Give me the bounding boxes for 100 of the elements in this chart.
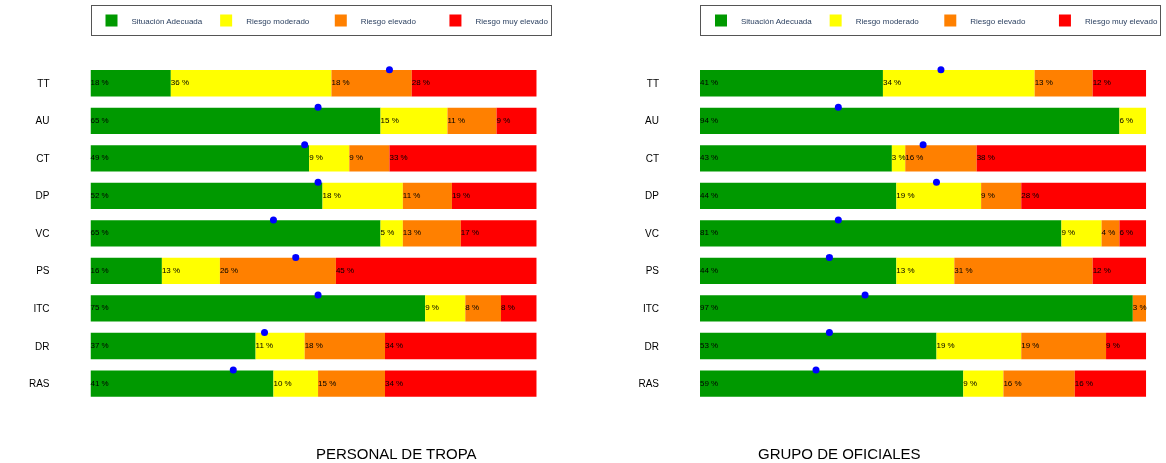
y-tick-label: CT bbox=[645, 152, 659, 164]
data-label: 18 % bbox=[322, 190, 341, 200]
bar bbox=[309, 145, 350, 172]
bar bbox=[936, 332, 1022, 360]
bar bbox=[219, 257, 336, 285]
point bbox=[825, 328, 833, 336]
data-label: 8 % bbox=[465, 303, 480, 313]
y-tick-label: TT bbox=[37, 77, 50, 89]
data-label: 34 % bbox=[882, 78, 902, 88]
data-label: 13 % bbox=[402, 228, 422, 238]
data-label: 36 % bbox=[170, 78, 190, 88]
bar bbox=[451, 182, 537, 209]
data-label: 16 % bbox=[1003, 378, 1022, 388]
bar bbox=[318, 370, 385, 397]
bar bbox=[384, 332, 537, 360]
bar bbox=[90, 145, 310, 172]
point bbox=[834, 216, 842, 224]
bar bbox=[349, 145, 390, 172]
data-label: 8 % bbox=[501, 303, 515, 313]
data-label: 19 % bbox=[896, 190, 915, 200]
bar bbox=[896, 182, 982, 209]
data-label: 12 % bbox=[1092, 78, 1111, 88]
point bbox=[919, 141, 927, 149]
data-label: 81 % bbox=[700, 228, 719, 238]
bar bbox=[1092, 70, 1147, 97]
bar bbox=[335, 257, 537, 285]
bar bbox=[700, 370, 964, 397]
data-label: 3 % bbox=[891, 153, 906, 163]
bar bbox=[384, 370, 537, 397]
bar bbox=[700, 220, 1062, 247]
point bbox=[825, 253, 833, 261]
bar bbox=[1074, 370, 1147, 397]
data-label: 38 % bbox=[976, 153, 995, 163]
data-label: 31 % bbox=[954, 265, 973, 275]
bar bbox=[1119, 107, 1147, 134]
bar bbox=[380, 107, 448, 134]
data-label: 9 % bbox=[496, 115, 511, 125]
data-label: 15 % bbox=[318, 378, 337, 388]
data-label: 9 % bbox=[425, 303, 439, 313]
data-label: 34 % bbox=[384, 341, 404, 350]
point bbox=[385, 66, 393, 74]
y-tick-label: VC bbox=[35, 227, 50, 239]
legend-label: Situación Adecuada bbox=[741, 16, 813, 26]
bar bbox=[161, 257, 220, 285]
bar bbox=[380, 220, 403, 247]
data-label: 45 % bbox=[335, 265, 355, 275]
data-label: 13 % bbox=[896, 265, 915, 275]
data-label: 94 % bbox=[700, 115, 719, 125]
bar bbox=[465, 295, 501, 322]
legend-label: Riesgo muy elevado bbox=[1084, 16, 1158, 26]
data-label: 26 % bbox=[219, 265, 239, 275]
data-label: 19 % bbox=[1021, 341, 1040, 350]
bar bbox=[255, 332, 305, 360]
bar bbox=[460, 220, 537, 247]
data-label: 5 % bbox=[380, 228, 395, 238]
y-tick-label: TT bbox=[646, 77, 659, 89]
data-label: 33 % bbox=[389, 153, 408, 163]
data-label: 13 % bbox=[161, 265, 181, 275]
legend-label: Riesgo moderado bbox=[246, 16, 310, 26]
data-label: 53 % bbox=[700, 341, 719, 350]
bar bbox=[700, 70, 883, 97]
point bbox=[937, 66, 945, 74]
bar bbox=[700, 332, 937, 360]
data-label: 17 % bbox=[460, 228, 480, 238]
data-label: 18 % bbox=[90, 78, 109, 88]
y-tick-label: ITC bbox=[33, 302, 50, 314]
bar bbox=[981, 182, 1022, 209]
bar bbox=[700, 145, 892, 172]
bar bbox=[90, 295, 426, 322]
data-label: 44 % bbox=[700, 190, 719, 200]
bar bbox=[170, 70, 332, 97]
y-tick-label: AU bbox=[35, 115, 50, 127]
point bbox=[812, 366, 820, 374]
data-label: 28 % bbox=[1021, 190, 1040, 200]
y-tick-label: AU bbox=[645, 115, 659, 127]
bar bbox=[1021, 332, 1107, 360]
data-label: 9 % bbox=[1106, 341, 1120, 350]
point bbox=[834, 103, 842, 111]
bar bbox=[90, 220, 381, 247]
data-label: 65 % bbox=[90, 228, 109, 238]
legend-label: Riesgo moderado bbox=[855, 16, 920, 26]
data-label: 34 % bbox=[384, 378, 404, 388]
bar bbox=[700, 107, 1120, 134]
data-label: 4 % bbox=[1101, 228, 1116, 238]
point bbox=[314, 178, 322, 186]
bar bbox=[411, 70, 537, 97]
data-label: 28 % bbox=[411, 78, 430, 88]
text: PERSONAL DE TROPA bbox=[316, 445, 477, 462]
bar bbox=[501, 295, 537, 322]
bar bbox=[331, 70, 412, 97]
text: GRUPO DE OFICIALES bbox=[758, 445, 921, 462]
data-label: 16 % bbox=[1074, 378, 1094, 388]
y-tick-label: DP bbox=[35, 190, 50, 202]
bar bbox=[402, 182, 452, 209]
bar bbox=[402, 220, 461, 247]
data-label: 19 % bbox=[936, 341, 955, 350]
data-label: 16 % bbox=[905, 153, 924, 163]
data-label: 59 % bbox=[700, 378, 719, 388]
data-label: 11 % bbox=[447, 115, 466, 125]
data-label: 43 % bbox=[700, 153, 719, 163]
